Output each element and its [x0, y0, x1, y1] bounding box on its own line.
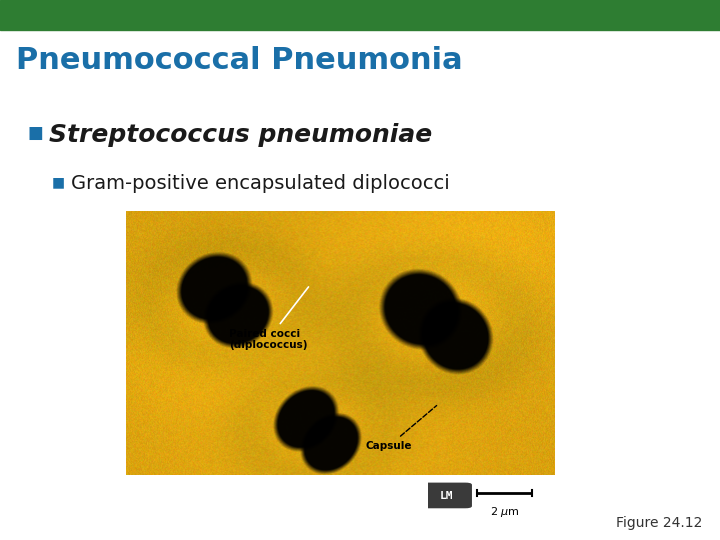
FancyBboxPatch shape — [422, 483, 471, 508]
Text: Pneumococcal Pneumonia: Pneumococcal Pneumonia — [16, 46, 462, 75]
Text: Figure 24.12: Figure 24.12 — [616, 516, 702, 530]
Text: ■: ■ — [52, 176, 65, 190]
Text: Capsule: Capsule — [366, 406, 436, 451]
Text: Streptococcus pneumoniae: Streptococcus pneumoniae — [49, 123, 432, 146]
Text: 2 $\mu$m: 2 $\mu$m — [490, 505, 520, 519]
Bar — [0, 0, 720, 30]
Text: Gram-positive encapsulated diplococci: Gram-positive encapsulated diplococci — [71, 174, 449, 193]
Text: ■: ■ — [27, 124, 43, 142]
Text: Paired cocci
(diplococcus): Paired cocci (diplococcus) — [229, 287, 308, 350]
Text: LM: LM — [440, 491, 454, 501]
